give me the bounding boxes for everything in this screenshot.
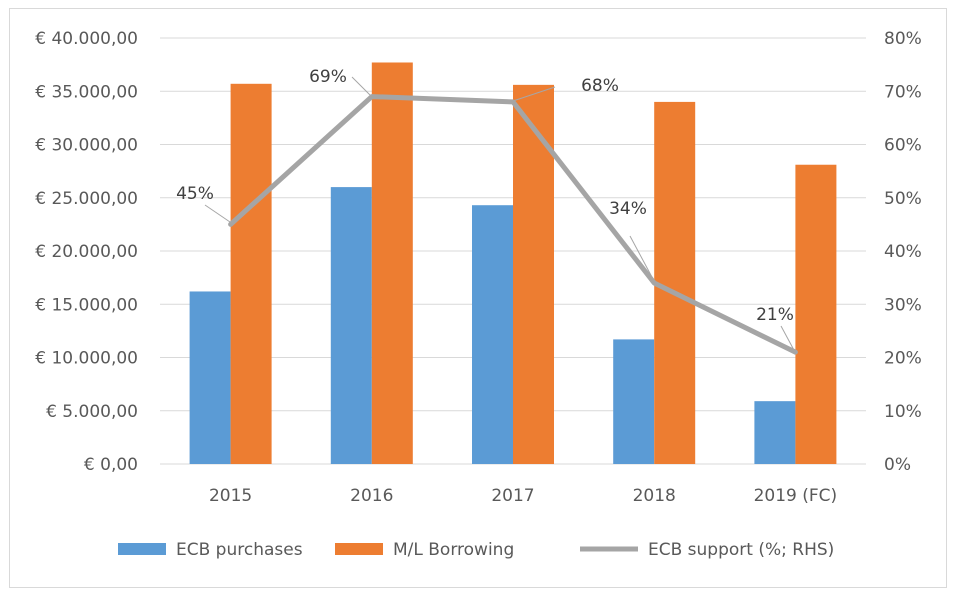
left-axis-tick-label: € 10.000,00 [35, 349, 138, 369]
bar-m-l-borrowing [230, 83, 272, 465]
left-axis-tick-label: € 0,00 [84, 455, 138, 475]
data-label: 34% [609, 199, 647, 219]
left-axis-tick-label: € 25.000,00 [35, 189, 138, 209]
left-axis-tick-label: € 20.000,00 [35, 242, 138, 262]
bar-ecb-purchases [189, 291, 231, 464]
legend-swatch [118, 543, 166, 555]
bar-m-l-borrowing [513, 84, 554, 465]
bar-m-l-borrowing [654, 101, 696, 465]
right-axis-tick-label: 40% [884, 242, 922, 262]
data-label: 68% [581, 76, 619, 96]
x-axis-tick-label: 2019 (FC) [754, 486, 838, 506]
left-axis-tick-label: € 30.000,00 [35, 136, 138, 156]
data-label-leader [780, 325, 796, 353]
bar-m-l-borrowing [371, 62, 413, 465]
bar-ecb-purchases [472, 205, 513, 464]
bar-ecb-purchases [754, 401, 796, 464]
x-axis-tick-label: 2015 [209, 486, 252, 506]
data-label-leader [351, 76, 372, 97]
x-axis-tick-label: 2018 [633, 486, 676, 506]
left-axis-tick-label: € 15.000,00 [35, 295, 138, 315]
left-axis-tick-label: € 40.000,00 [35, 29, 138, 49]
bar-ecb-purchases [330, 187, 372, 464]
data-label: 21% [756, 305, 794, 325]
series-line-ecb-support [228, 94, 798, 355]
legend-swatch [335, 543, 383, 555]
bar-ecb-purchases [613, 339, 655, 464]
right-axis-tick-label: 60% [884, 136, 922, 156]
right-axis-tick-label: 80% [884, 29, 922, 49]
right-axis-tick-label: 70% [884, 82, 922, 102]
legend-label: M/L Borrowing [393, 540, 514, 560]
left-axis-tick-label: € 35.000,00 [35, 82, 138, 102]
legend-label: ECB support (%; RHS) [648, 540, 834, 560]
right-axis-tick-label: 50% [884, 189, 922, 209]
data-label: 69% [309, 67, 347, 87]
left-axis-tick-label: € 5.000,00 [46, 402, 138, 422]
data-label: 45% [176, 184, 214, 204]
data-label-leader [204, 204, 231, 223]
bar-m-l-borrowing [795, 164, 837, 465]
x-axis-tick-label: 2016 [350, 486, 393, 506]
right-axis-tick-label: 20% [884, 349, 922, 369]
right-axis-tick-label: 30% [884, 295, 922, 315]
x-axis-tick-label: 2017 [491, 486, 534, 506]
data-label-leader [629, 235, 654, 280]
data-label-leader [512, 86, 556, 102]
legend-label: ECB purchases [176, 540, 303, 560]
right-axis-tick-label: 0% [884, 455, 911, 475]
right-axis-tick-label: 10% [884, 402, 922, 422]
